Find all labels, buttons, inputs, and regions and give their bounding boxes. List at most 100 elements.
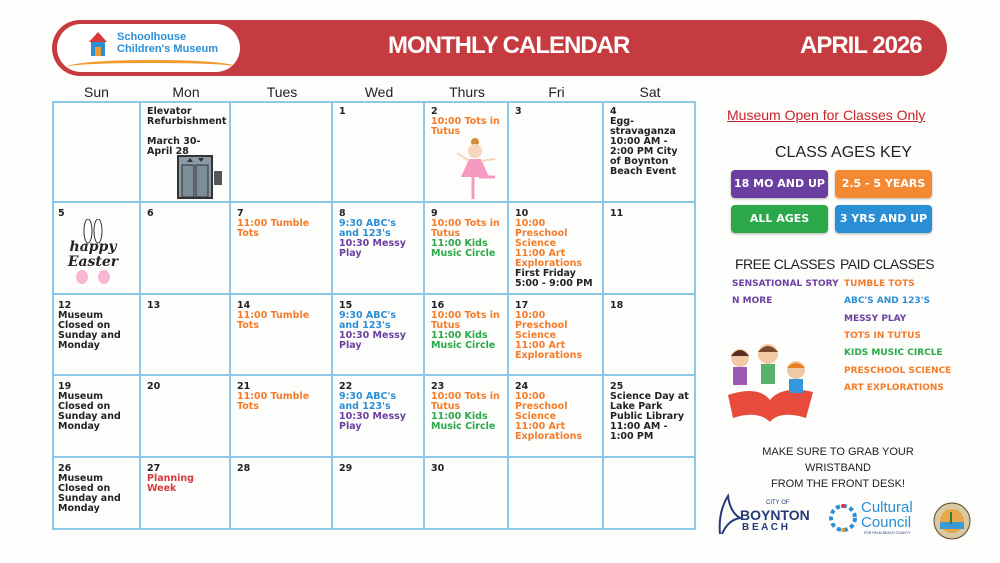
day-number: 26: [58, 463, 72, 474]
calendar-grid: Elevator Refurbishment March 30- April 2…: [52, 101, 696, 530]
calendar-day-9[interactable]: 9 10:00 Tots in Tutus 11:00 Kids Music Cir…: [425, 203, 509, 295]
calendar-day-6[interactable]: 6: [141, 203, 231, 295]
day-number: 21: [237, 381, 251, 392]
day-header-mon: Mon: [172, 84, 200, 100]
svg-text:Easter: Easter: [67, 254, 120, 270]
calendar-day-11[interactable]: 11: [604, 203, 696, 295]
calendar-event: 11:00 Art Explorations: [515, 421, 583, 442]
calendar-day-22[interactable]: 22 9:30 ABC's and 123's 10:30 Messy Play: [333, 376, 425, 458]
calendar-day-21[interactable]: 21 11:00 Tumble Tots: [231, 376, 333, 458]
day-number: 4: [610, 106, 617, 117]
free-class-item: SENSATIONAL STORY: [732, 279, 839, 289]
svg-text:happy: happy: [70, 239, 118, 255]
calendar-day-2[interactable]: 2 10:00 Tots in Tutus: [425, 101, 509, 203]
day-number: 18: [610, 300, 624, 311]
calendar-day-24[interactable]: 24 10:00 Preschool Science 11:00 Art Explo…: [509, 376, 604, 458]
day-number: 13: [147, 300, 161, 311]
day-header-thurs: Thurs: [449, 84, 485, 100]
calendar-event: Planning Week: [147, 473, 194, 494]
day-number: 9: [431, 208, 438, 219]
paid-class-item: PRESCHOOL SCIENCE: [844, 365, 952, 376]
calendar-day-17[interactable]: 17 10:00 Preschool Science 11:00 Art Explo…: [509, 295, 604, 376]
class-ages-key-title: CLASS AGES KEY: [775, 144, 912, 161]
age-key-18-mo-and-up: 18 MO AND UP: [731, 170, 828, 198]
calendar-day-empty[interactable]: [604, 458, 696, 530]
calendar-day-empty[interactable]: Elevator Refurbishment March 30- April 2…: [141, 101, 231, 203]
calendar-day-13[interactable]: 13: [141, 295, 231, 376]
calendar-day-30[interactable]: 30: [425, 458, 509, 530]
logo-swoosh: [67, 60, 237, 72]
free-classes-title: FREE CLASSES: [735, 256, 835, 272]
calendar-event: 10:00 Tots in Tutus: [431, 310, 500, 331]
calendar-day-29[interactable]: 29: [333, 458, 425, 530]
day-number: 16: [431, 300, 445, 311]
calendar-event: 11:00 Tumble Tots: [237, 310, 310, 331]
calendar-day-empty[interactable]: [509, 458, 604, 530]
calendar-event: 10:00 Preschool Science: [515, 391, 568, 422]
paid-class-item: KIDS MUSIC CIRCLE: [844, 348, 943, 359]
calendar-event: 11:00 Kids Music Circle: [431, 411, 496, 432]
calendar-day-1[interactable]: 1: [333, 101, 425, 203]
wristband-note: MAKE SURE TO GRAB YOUR WRISTBAND FROM THE…: [762, 446, 914, 490]
calendar-day-7[interactable]: 7 11:00 Tumble Tots: [231, 203, 333, 295]
day-number: 6: [147, 208, 154, 219]
day-number: 17: [515, 300, 529, 311]
calendar-day-19[interactable]: 19 Museum Closed on Sunday and Monday: [52, 376, 141, 458]
calendar-day-empty[interactable]: [231, 101, 333, 203]
day-number: 20: [147, 381, 161, 392]
calendar-event: Museum Closed on Sunday and Monday: [58, 391, 121, 432]
palm-beach-county-seal: [933, 502, 971, 540]
calendar-day-12[interactable]: 12 Museum Closed on Sunday and Monday: [52, 295, 141, 376]
paid-class-item: TUMBLE TOTS: [844, 279, 915, 289]
age-key-all-ages: ALL AGES: [731, 205, 828, 233]
day-number: 23: [431, 381, 445, 392]
day-header-sun: Sun: [84, 84, 109, 100]
calendar-event: 11:00 Tumble Tots: [237, 391, 310, 412]
boynton-beach-logo: CITY OF BOYNTON B E A C H: [716, 492, 816, 536]
month-label: APRIL 2026: [800, 32, 923, 59]
cultural-council-icon: [829, 504, 857, 532]
day-number: 2: [431, 106, 438, 117]
calendar-event: 11:00 Tumble Tots: [237, 218, 310, 239]
calendar-event: 9:30 ABC's and 123's: [339, 391, 397, 412]
paid-class-item: ART EXPLORATIONS: [844, 382, 944, 393]
day-number: 27: [147, 463, 161, 474]
calendar-day-3[interactable]: 3: [509, 101, 604, 203]
day-number: 24: [515, 381, 529, 392]
calendar-event: Elevator Refurbishment: [147, 106, 227, 127]
day-number: 28: [237, 463, 251, 474]
calendar-event: 10:00 Preschool Science: [515, 310, 568, 341]
calendar-event: Egg-stravaganza 10:00 AM - 2:00 PM City …: [610, 116, 678, 177]
calendar-event: 10:00 Tots in Tutus: [431, 116, 500, 137]
paid-class-item: ABC'S AND 123'S: [844, 296, 930, 307]
day-number: 22: [339, 381, 353, 392]
calendar-event: 11:00 Kids Music Circle: [431, 330, 496, 351]
calendar-day-16[interactable]: 16 10:00 Tots in Tutus 11:00 Kids Music Ci…: [425, 295, 509, 376]
calendar-day-27[interactable]: 27 Planning Week: [141, 458, 231, 530]
calendar-day-5[interactable]: 5 happy Easter: [52, 203, 141, 295]
calendar-event: 10:30 Messy Play: [339, 330, 406, 351]
calendar-day-18[interactable]: 18: [604, 295, 696, 376]
calendar-day-26[interactable]: 26 Museum Closed on Sunday and Monday: [52, 458, 141, 530]
calendar-day-25[interactable]: 25 Science Day at Lake Park Public Librar…: [604, 376, 696, 458]
calendar-day-14[interactable]: 14 11:00 Tumble Tots: [231, 295, 333, 376]
day-number: 30: [431, 463, 445, 474]
calendar-day-15[interactable]: 15 9:30 ABC's and 123's 10:30 Messy Play: [333, 295, 425, 376]
calendar-day-10[interactable]: 10 10:00 Preschool Science 11:00 Art Explo…: [509, 203, 604, 295]
museum-logo: Schoolhouse Children's Museum: [57, 24, 240, 72]
paid-class-item: MESSY PLAY: [844, 313, 907, 324]
day-number: 11: [610, 208, 624, 219]
calendar-day-8[interactable]: 8 9:30 ABC's and 123's 10:30 Messy Play: [333, 203, 425, 295]
calendar-event: Science Day at Lake Park Public Library …: [610, 391, 689, 442]
day-header-wed: Wed: [364, 84, 394, 100]
calendar-event: 11:00 Art Explorations: [515, 340, 583, 361]
calendar-day-23[interactable]: 23 10:00 Tots in Tutus 11:00 Kids Music Ci…: [425, 376, 509, 458]
calendar-event: March 30- April 28: [147, 136, 201, 157]
calendar-event: 10:00 Tots in Tutus: [431, 391, 500, 412]
calendar-day-28[interactable]: 28: [231, 458, 333, 530]
calendar-day-4[interactable]: 4 Egg-stravaganza 10:00 AM - 2:00 PM City…: [604, 101, 696, 203]
calendar-day-20[interactable]: 20: [141, 376, 231, 458]
calendar-day-empty[interactable]: [52, 101, 141, 203]
calendar-event: Museum Closed on Sunday and Monday: [58, 473, 121, 514]
cultural-council-logo: Cultural Council FOR PALM BEACH COUNTY: [828, 500, 928, 540]
